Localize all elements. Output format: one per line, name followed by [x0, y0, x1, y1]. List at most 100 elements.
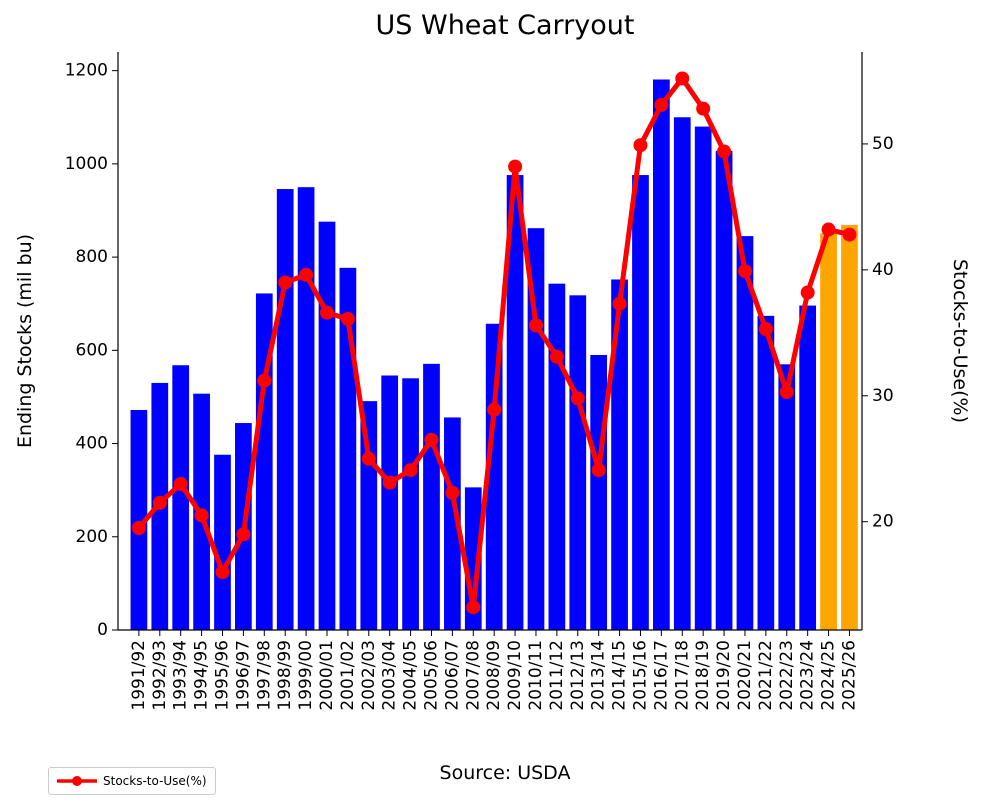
- ratio-point-2019/20: [717, 144, 732, 159]
- y-tick-label-400: 400: [76, 434, 108, 454]
- x-tick-label-1998/99: 1998/99: [275, 640, 295, 711]
- legend: Stocks-to-Use(%): [48, 767, 216, 795]
- ratio-point-2017/18: [675, 71, 690, 86]
- bar-1998/99: [276, 189, 294, 631]
- x-tick-label-2017/18: 2017/18: [672, 640, 692, 711]
- ratio-point-2020/21: [737, 264, 752, 279]
- bar-2004/05: [402, 378, 419, 630]
- ratio-point-2021/22: [758, 322, 773, 337]
- bar-2006/07: [444, 417, 461, 630]
- bar-2019/20: [715, 150, 733, 630]
- ratio-point-2000/01: [319, 305, 334, 320]
- ratio-point-2002/03: [361, 451, 376, 466]
- y-tick-label-0: 0: [97, 620, 108, 640]
- bar-2023/24: [799, 305, 817, 630]
- ratio-point-1992/93: [152, 495, 167, 510]
- ratio-point-2024/25: [821, 222, 836, 237]
- bars-layer: [130, 79, 858, 631]
- x-tick-label-1992/93: 1992/93: [150, 640, 170, 711]
- bar-2018/19: [694, 126, 712, 630]
- y2-tick-label-40: 40: [872, 260, 894, 280]
- ratio-point-2018/19: [696, 101, 711, 116]
- x-tick-label-2024/25: 2024/25: [819, 640, 839, 711]
- x-tick-label-1993/94: 1993/94: [171, 640, 191, 711]
- legend-label: Stocks-to-Use(%): [103, 774, 207, 788]
- ratio-point-2015/16: [633, 138, 648, 153]
- y-ticks-layer: 0 200 400 600 800 1000 1200: [65, 61, 118, 640]
- ratio-point-1994/95: [194, 508, 209, 523]
- x-tick-label-2010/11: 2010/11: [526, 640, 546, 711]
- x-tick-label-1991/92: 1991/92: [129, 640, 149, 711]
- bar-2014/15: [611, 279, 628, 630]
- ratio-point-2007/08: [466, 600, 481, 615]
- x-tick-label-2001/02: 2001/02: [338, 640, 358, 711]
- y2-ticks-layer: 20 30 40 50: [862, 134, 894, 532]
- x-tick-label-2023/24: 2023/24: [798, 640, 818, 711]
- ratio-point-1995/96: [215, 565, 230, 580]
- ratio-point-2005/06: [424, 432, 439, 447]
- x-tick-label-2012/13: 2012/13: [568, 640, 588, 711]
- bar-2008/09: [485, 323, 503, 630]
- ratio-point-1999/00: [299, 267, 314, 282]
- y2-axis-label: Stocks-to-Use(%): [949, 259, 971, 423]
- ratio-point-2025/26: [842, 227, 857, 242]
- x-tick-label-2008/09: 2008/09: [484, 640, 504, 711]
- bar-2005/06: [423, 363, 440, 630]
- bar-2024/25: [820, 233, 837, 630]
- ratio-point-2012/13: [570, 391, 585, 406]
- bar-1991/92: [130, 409, 148, 630]
- x-tick-label-2019/20: 2019/20: [714, 640, 734, 711]
- x-tick-label-2018/19: 2018/19: [693, 640, 713, 711]
- y-tick-label-200: 200: [76, 527, 108, 547]
- y-tick-label-800: 800: [76, 247, 108, 267]
- bar-1999/00: [297, 187, 315, 630]
- ratio-line-layer: [131, 71, 857, 615]
- x-tick-label-2016/17: 2016/17: [651, 640, 671, 711]
- ratio-point-1998/99: [278, 275, 293, 290]
- x-tick-label-1996/97: 1996/97: [233, 640, 253, 711]
- bar-2017/18: [673, 117, 691, 630]
- x-tick-label-2020/21: 2020/21: [735, 640, 755, 711]
- x-tick-label-2022/23: 2022/23: [777, 640, 797, 711]
- x-tick-label-2007/08: 2007/08: [463, 640, 483, 711]
- ratio-point-2011/12: [549, 349, 564, 364]
- y-axis-label: Ending Stocks (mil bu): [14, 233, 36, 449]
- x-tick-label-2002/03: 2002/03: [359, 640, 379, 711]
- x-tick-label-2006/07: 2006/07: [442, 640, 462, 711]
- x-tick-label-2021/22: 2021/22: [756, 640, 776, 711]
- y-tick-label-600: 600: [76, 340, 108, 360]
- x-tick-label-1995/96: 1995/96: [212, 640, 232, 711]
- chart-title: US Wheat Carryout: [375, 10, 635, 41]
- ratio-point-2013/14: [591, 463, 606, 478]
- ratio-point-2006/07: [445, 485, 460, 500]
- axes-layer: [117, 52, 863, 631]
- x-tick-label-1994/95: 1994/95: [192, 640, 212, 711]
- ratio-point-2023/24: [800, 285, 815, 300]
- bar-2022/23: [778, 364, 796, 630]
- bar-1995/96: [214, 454, 231, 630]
- bar-2003/04: [381, 375, 399, 630]
- source-note: Source: USDA: [439, 762, 571, 784]
- x-tick-label-2005/06: 2005/06: [421, 640, 441, 711]
- bar-1993/94: [172, 365, 190, 630]
- y-tick-label-1000: 1000: [65, 154, 108, 174]
- bar-2000/01: [318, 221, 336, 631]
- ratio-point-2022/23: [779, 385, 794, 399]
- x-tick-label-2013/14: 2013/14: [589, 640, 609, 711]
- legend-line-swatch: [57, 776, 97, 786]
- ratio-point-2009/10: [508, 159, 523, 174]
- x-tick-label-2003/04: 2003/04: [380, 640, 400, 711]
- bar-2012/13: [569, 295, 587, 630]
- ratio-point-1993/94: [173, 476, 188, 491]
- ratio-point-1991/92: [131, 521, 146, 535]
- x-tick-label-1997/98: 1997/98: [254, 640, 274, 711]
- bar-2009/10: [506, 175, 524, 630]
- ratio-point-2008/09: [487, 402, 502, 417]
- y2-tick-label-20: 20: [872, 512, 894, 532]
- bar-2013/14: [590, 354, 608, 630]
- y-tick-label-1200: 1200: [65, 61, 108, 81]
- ratio-point-2010/11: [528, 318, 543, 333]
- x-tick-label-2011/12: 2011/12: [547, 640, 567, 711]
- x-tick-label-2015/16: 2015/16: [630, 640, 650, 711]
- ratio-point-1997/98: [257, 373, 272, 388]
